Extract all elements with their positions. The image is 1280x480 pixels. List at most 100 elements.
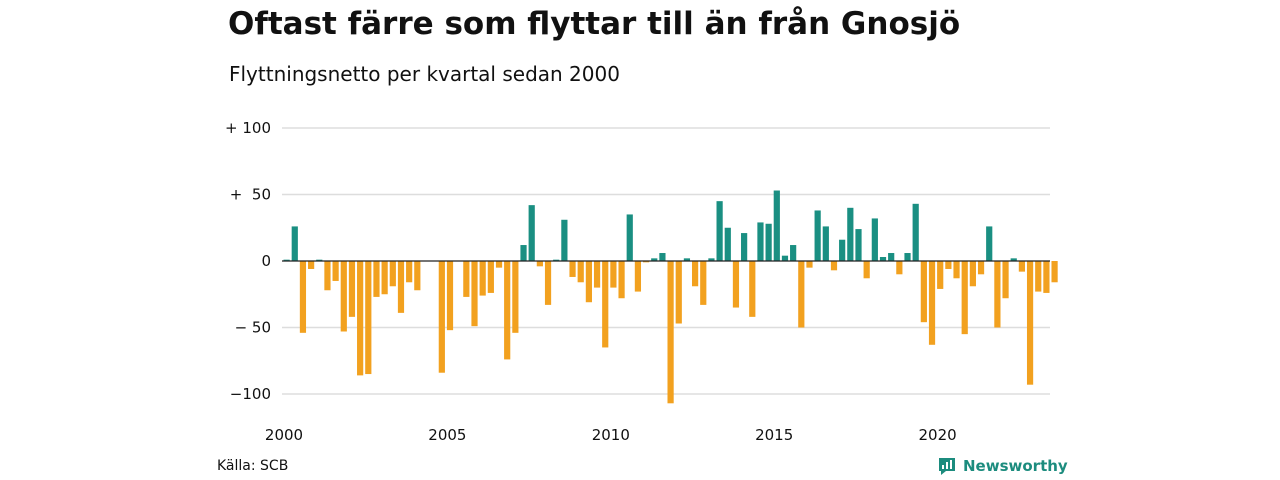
y-tick-label: + 50	[230, 186, 271, 204]
bar-2018-q4	[896, 261, 903, 275]
chart-subtitle: Flyttningsnetto per kvartal sedan 2000	[229, 62, 620, 86]
bar-2007-q2	[520, 245, 527, 261]
bar-2014-q1	[741, 233, 748, 261]
bar-2017-q4	[863, 261, 870, 279]
bar-2001-q1	[316, 259, 323, 261]
x-tick-label: 2005	[428, 426, 466, 444]
bar-2009-q4	[602, 261, 609, 348]
bar-2014-q2	[749, 261, 756, 317]
brand-name: Newsworthy	[963, 457, 1068, 475]
bar-2022-q2	[1010, 258, 1017, 261]
bar-2005-q3	[463, 261, 470, 297]
bar-2013-q2	[716, 201, 723, 261]
x-tick-label: 2015	[755, 426, 793, 444]
bar-2018-q1	[871, 218, 878, 261]
bar-2014-q3	[757, 222, 764, 261]
bar-2020-q1	[937, 261, 944, 289]
bar-2016-q4	[830, 261, 838, 271]
bar-2001-q4	[340, 261, 347, 332]
bar-2019-q4	[928, 261, 936, 345]
source-note: Källa: SCB	[217, 458, 289, 474]
bar-2009-q3	[593, 261, 601, 288]
bar-2017-q3	[855, 229, 862, 261]
bar-2018-q2	[879, 257, 887, 261]
bar-2002-q3	[365, 261, 372, 375]
bar-2020-q3	[953, 261, 960, 279]
bar-2012-q1	[675, 261, 682, 324]
bar-2011-q3	[659, 253, 666, 261]
newsworthy-icon	[939, 458, 955, 475]
bar-2021-q4	[994, 261, 1001, 328]
bar-2002-q1	[348, 261, 356, 317]
bar-2008-q4	[569, 261, 576, 277]
bar-2020-q4	[961, 261, 968, 335]
bar-2008-q2	[553, 259, 560, 261]
bar-2010-q1	[610, 261, 617, 288]
bar-2000-q4	[308, 261, 315, 269]
bar-2017-q1	[839, 239, 846, 261]
bar-2015-q1	[773, 190, 780, 261]
bar-2016-q1	[806, 261, 813, 268]
bar-2016-q3	[822, 226, 829, 261]
bar-2005-q1	[446, 261, 454, 331]
bar-2008-q3	[561, 219, 568, 261]
y-axis-ticks: + 100 + 50 0 − 50 −100	[225, 119, 271, 403]
bar-2014-q4	[765, 223, 772, 261]
bar-2019-q2	[912, 203, 919, 261]
x-axis-ticks: 2000 2005 2010 2015 2020	[265, 426, 957, 444]
bar-2022-q4	[1026, 261, 1034, 385]
x-tick-label: 2010	[592, 426, 630, 444]
bars	[283, 190, 1058, 404]
chart-title: Oftast färre som flyttar till än från Gn…	[228, 6, 961, 42]
bar-2003-q4	[406, 261, 413, 283]
bar-2013-q1	[708, 258, 715, 261]
bar-2000-q3	[299, 261, 307, 333]
x-tick-label: 2020	[919, 426, 957, 444]
bar-2023-q1	[1035, 261, 1042, 292]
bar-2000-q2	[291, 226, 298, 261]
newsworthy-logo[interactable]: Newsworthy	[937, 456, 1068, 476]
bar-2003-q2	[389, 261, 396, 287]
bar-2021-q1	[969, 261, 976, 287]
bar-2015-q3	[790, 245, 797, 261]
bar-2023-q3	[1051, 261, 1058, 283]
bar-2010-q3	[626, 214, 633, 261]
y-tick-label: −100	[230, 385, 271, 403]
bar-2019-q3	[920, 261, 927, 323]
bar-2016-q2	[814, 210, 821, 261]
bar-2002-q2	[357, 261, 364, 376]
bar-2012-q2	[683, 258, 691, 261]
bar-2009-q2	[585, 261, 592, 303]
bar-2003-q1	[381, 261, 388, 295]
bar-2020-q2	[945, 261, 952, 269]
bar-2010-q2	[618, 261, 625, 299]
bar-2022-q3	[1018, 261, 1025, 272]
bar-2011-q1	[642, 261, 650, 263]
bar-2015-q2	[781, 255, 789, 261]
bar-2003-q3	[397, 261, 405, 313]
gridlines	[282, 127, 1050, 395]
bar-2011-q2	[651, 258, 658, 261]
bar-2018-q3	[888, 253, 895, 261]
bar-2005-q4	[471, 261, 478, 327]
bar-2012-q4	[700, 261, 707, 305]
bar-2010-q4	[634, 261, 642, 292]
bar-2006-q2	[487, 261, 494, 293]
bar-2013-q3	[724, 227, 731, 261]
bar-2006-q1	[479, 261, 486, 296]
y-tick-label: 0	[261, 252, 271, 270]
bar-2004-q4	[438, 261, 445, 373]
bar-2013-q4	[732, 261, 740, 308]
y-tick-label: + 100	[225, 119, 271, 137]
y-tick-label: − 50	[235, 319, 271, 337]
bar-2008-q1	[544, 261, 552, 305]
bar-2000-q1	[283, 259, 290, 261]
bar-2002-q4	[373, 261, 380, 297]
bar-2011-q4	[667, 261, 674, 404]
bar-2001-q2	[324, 261, 331, 291]
bar-2007-q3	[528, 205, 535, 261]
bar-2021-q2	[977, 261, 985, 275]
bar-2006-q3	[495, 261, 503, 268]
bar-2023-q2	[1043, 261, 1050, 293]
